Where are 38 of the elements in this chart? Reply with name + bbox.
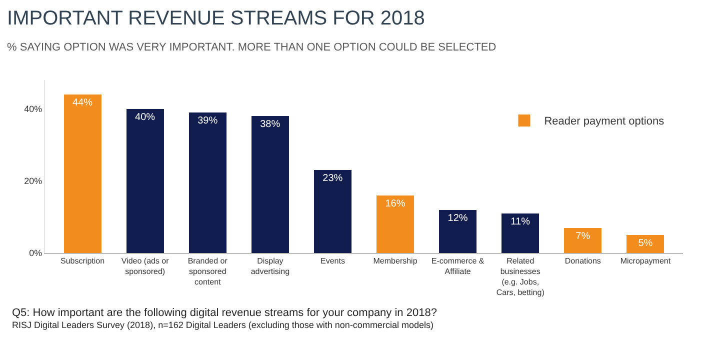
data-label: 39% bbox=[198, 115, 218, 126]
y-tick-label: 40% bbox=[24, 104, 42, 114]
data-label: 44% bbox=[72, 97, 93, 108]
bar bbox=[314, 170, 352, 253]
text: RISJ Digital Leaders Survey (2018), n=162 Digital Leaders (excluding those with non-commercial models) bbox=[12, 320, 434, 330]
x-tick-label: Related businesses (e.g. Jobs, Cars, betting) bbox=[496, 256, 545, 297]
y-tick-label: 0% bbox=[29, 248, 42, 258]
data-label: 40% bbox=[135, 112, 156, 123]
bar bbox=[502, 213, 540, 253]
x-tick-label: E-commerce & Affiliate bbox=[431, 256, 485, 276]
chart-subtitle: % SAYING OPTION WAS VERY IMPORTANT. MORE THAN ONE OPTION COULD BE SELECTED bbox=[7, 41, 496, 54]
bar bbox=[64, 94, 102, 253]
data-label: 11% bbox=[510, 216, 530, 228]
text: Q5: How important are the following digital revenue streams for your company in 2018? bbox=[12, 307, 437, 319]
data-label: 5% bbox=[638, 238, 653, 249]
data-label: 38% bbox=[260, 119, 280, 130]
x-tick-label: Donations bbox=[564, 256, 601, 266]
bar bbox=[439, 210, 477, 253]
x-tick-label: Events bbox=[320, 256, 345, 266]
x-tick-label: Branded or sponsored content bbox=[188, 256, 228, 286]
data-label: 23% bbox=[322, 173, 343, 184]
x-tick-label: Video (ads or sponsored) bbox=[121, 256, 170, 276]
data-label: 7% bbox=[576, 230, 590, 242]
x-tick-label: Display advertising bbox=[250, 256, 290, 276]
bar bbox=[376, 195, 414, 253]
legend-label: Reader payment options bbox=[544, 116, 665, 128]
bar bbox=[251, 116, 289, 253]
x-tick-label: Subscription bbox=[60, 256, 105, 266]
data-label: 16% bbox=[385, 198, 406, 210]
x-tick-label: Membership bbox=[373, 256, 418, 266]
chart-title: IMPORTANT REVENUE STREAMS FOR 2018 bbox=[7, 7, 425, 30]
bar bbox=[188, 112, 226, 253]
data-label: 12% bbox=[448, 212, 468, 224]
bar bbox=[564, 228, 602, 253]
bar bbox=[126, 108, 164, 253]
y-tick-label: 20% bbox=[24, 176, 42, 186]
x-tick-label: Micropayment bbox=[620, 256, 672, 266]
bar bbox=[626, 234, 664, 253]
